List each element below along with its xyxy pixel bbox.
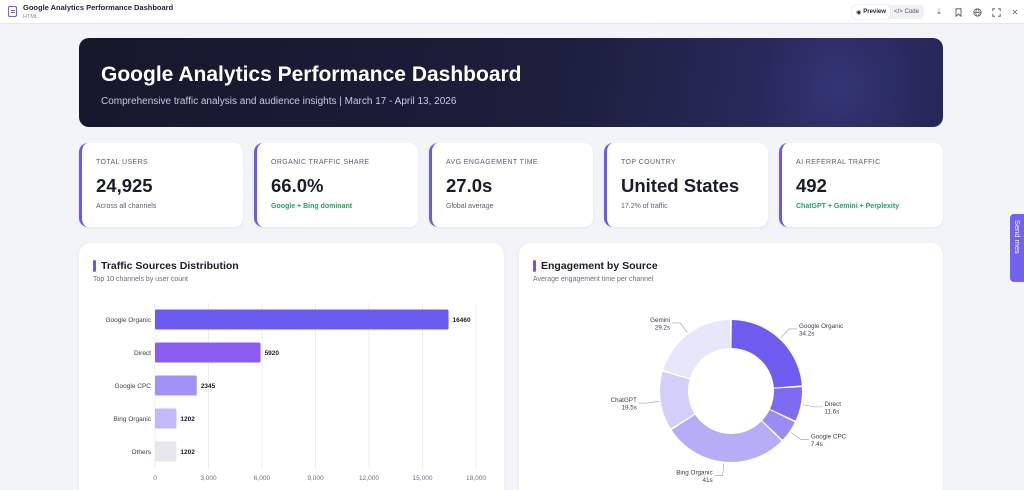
code-icon: </> bbox=[893, 9, 903, 15]
kpi-note: ChatGPT + Gemini + Perplexity bbox=[796, 203, 900, 210]
page-subtitle: Comprehensive traffic analysis and audie… bbox=[101, 96, 457, 107]
panel-accent-bar bbox=[533, 260, 536, 272]
bar-value-label: 2345 bbox=[201, 383, 216, 390]
y-category-label: Google CPC bbox=[115, 383, 152, 390]
code-label: Code bbox=[904, 9, 919, 15]
y-category-label: Google Organic bbox=[105, 317, 151, 324]
kpi-note: 17.2% of traffic bbox=[621, 203, 668, 210]
slice-value-label: 29.2s bbox=[655, 324, 670, 331]
bar-direct bbox=[155, 342, 261, 363]
slice-value-label: 19.5s bbox=[621, 405, 636, 412]
kpi-card-engagement-time: Avg Engagement Time 27.0s Global average bbox=[429, 143, 593, 227]
bar-value-label: 5920 bbox=[265, 350, 280, 357]
leader-line bbox=[714, 463, 725, 476]
panel-subtitle: Average engagement time per channel bbox=[533, 276, 654, 283]
slice-value-label: 41s bbox=[702, 477, 712, 484]
send-message-tab[interactable]: Send mes bbox=[1010, 214, 1024, 282]
bar-bing-organic bbox=[155, 408, 177, 429]
leader-line bbox=[802, 404, 823, 408]
app-file-type: HTML bbox=[23, 13, 38, 20]
kpi-note: Global average bbox=[446, 203, 494, 210]
bar-value-label: 16460 bbox=[453, 317, 471, 324]
kpi-label: Top Country bbox=[621, 159, 676, 166]
leader-line bbox=[672, 322, 688, 333]
y-category-label: Bing Organic bbox=[113, 416, 151, 423]
kpi-label: AI Referral Traffic bbox=[796, 159, 881, 166]
panel-title: Engagement by Source bbox=[541, 260, 658, 272]
x-tick-label: 9,000 bbox=[307, 475, 324, 482]
panel-title: Traffic Sources Distribution bbox=[101, 260, 239, 272]
kpi-label: Avg Engagement Time bbox=[446, 159, 539, 166]
slice-label: Direct bbox=[825, 401, 842, 408]
slice-label: Gemini bbox=[650, 317, 670, 324]
bar-value-label: 1202 bbox=[180, 449, 195, 456]
y-category-label: Others bbox=[131, 449, 151, 456]
kpi-note: Across all channels bbox=[96, 203, 157, 210]
app-title: Google Analytics Performance Dashboard bbox=[23, 3, 174, 12]
kpi-value: 27.0s bbox=[446, 175, 493, 196]
kpi-card-ai-referral: AI Referral Traffic 492 ChatGPT + Gemini… bbox=[779, 143, 943, 227]
view-toggle: ◉ Preview </> Code bbox=[852, 5, 924, 19]
x-tick-label: 18,000 bbox=[466, 475, 486, 482]
kpi-value: 24,925 bbox=[96, 175, 153, 196]
panel-subtitle: Top 10 channels by user count bbox=[93, 276, 188, 283]
code-button[interactable]: </> Code bbox=[890, 5, 923, 19]
slice-label: Google CPC bbox=[811, 433, 847, 440]
kpi-note: Google + Bing dominant bbox=[271, 203, 353, 210]
eye-icon: ◉ bbox=[856, 9, 862, 16]
slice-value-label: 7.4s bbox=[811, 441, 823, 448]
file-icon bbox=[8, 6, 17, 17]
donut-slice-google-cpc bbox=[762, 409, 795, 440]
page-title: Google Analytics Performance Dashboard bbox=[101, 63, 522, 86]
preview-button[interactable]: ◉ Preview bbox=[852, 5, 890, 19]
x-tick-label: 12,000 bbox=[359, 475, 379, 482]
bookmark-icon[interactable] bbox=[951, 5, 965, 19]
slice-label: Bing Organic bbox=[676, 470, 712, 477]
donut-slice-bing-organic bbox=[671, 414, 782, 462]
send-message-label: Send mes bbox=[1013, 220, 1022, 254]
slice-label: ChatGPT bbox=[611, 397, 637, 404]
donut-slice-chatgpt bbox=[660, 371, 695, 429]
bar-others bbox=[155, 441, 177, 462]
kpi-value: 492 bbox=[796, 175, 827, 196]
donut-slice-direct bbox=[770, 387, 802, 421]
kpi-label: Total Users bbox=[96, 159, 149, 166]
bar-google-cpc bbox=[155, 375, 197, 396]
download-icon[interactable]: ⤓ bbox=[937, 7, 941, 16]
kpi-label: Organic Traffic Share bbox=[271, 159, 370, 166]
kpi-value: United States bbox=[621, 175, 740, 196]
slice-label: Google Organic bbox=[799, 323, 843, 330]
close-icon[interactable]: ✕ bbox=[1011, 7, 1019, 17]
bar-google-organic bbox=[155, 309, 449, 330]
leader-line bbox=[790, 432, 809, 440]
x-tick-label: 15,000 bbox=[413, 475, 433, 482]
bar-value-label: 1202 bbox=[180, 416, 195, 423]
traffic-bar-chart: 0 3,000 6,000 9,000 12,000 15,000 18,000 Google… bbox=[105, 303, 486, 482]
fullscreen-icon[interactable] bbox=[989, 5, 1003, 19]
traffic-sources-panel: Traffic Sources Distribution Top 10 chan… bbox=[79, 243, 504, 490]
leader-line bbox=[780, 328, 798, 338]
x-tick-label: 0 bbox=[153, 475, 157, 482]
globe-icon[interactable] bbox=[970, 5, 984, 19]
leader-line bbox=[638, 401, 659, 404]
x-tick-label: 3,000 bbox=[200, 475, 217, 482]
panel-accent-bar bbox=[93, 260, 96, 272]
donut-slice-google-organic bbox=[731, 320, 802, 388]
slice-value-label: 11.6s bbox=[825, 408, 840, 415]
kpi-card-organic-share: Organic Traffic Share 66.0% Google + Bin… bbox=[254, 143, 418, 227]
kpi-card-top-country: Top Country United States 17.2% of traff… bbox=[604, 143, 768, 227]
slice-value-label: 34.2s bbox=[799, 330, 814, 337]
kpi-value: 66.0% bbox=[271, 175, 324, 196]
app-top-bar: Google Analytics Performance Dashboard H… bbox=[0, 0, 1024, 24]
engagement-panel: Engagement by Source Average engagement … bbox=[519, 243, 943, 490]
y-category-label: Direct bbox=[134, 350, 151, 357]
hero-banner: Google Analytics Performance Dashboard C… bbox=[79, 38, 943, 127]
preview-label: Preview bbox=[863, 9, 886, 15]
x-tick-label: 6,000 bbox=[254, 475, 271, 482]
kpi-card-total-users: Total Users 24,925 Across all channels bbox=[79, 143, 243, 227]
donut-slice-gemini bbox=[663, 320, 731, 379]
